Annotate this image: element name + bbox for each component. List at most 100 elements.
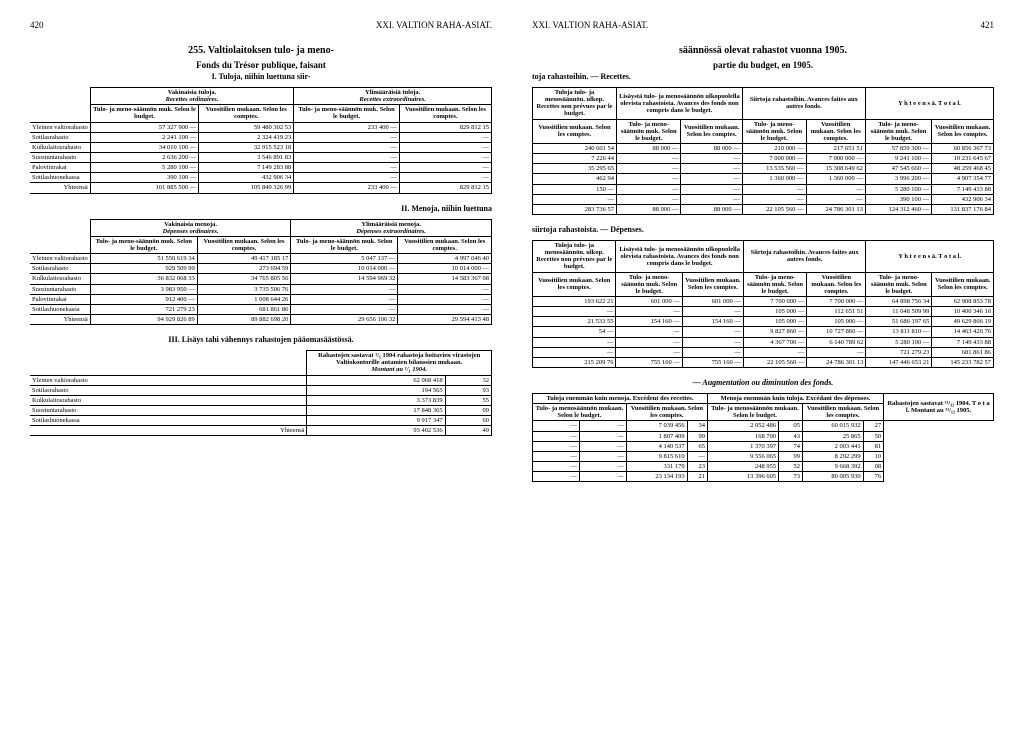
cell: 217 651 51 — [806, 143, 865, 153]
cell: 331 179 — [626, 461, 687, 471]
cell: 5 280 100 — — [865, 184, 931, 194]
total-cell: 233 400 — — [294, 183, 400, 193]
cell: — — [807, 347, 866, 357]
cell: — — [682, 307, 743, 317]
cell: 4 140 537 — [626, 441, 687, 451]
cell: Yleinen valtiorahasto — [30, 375, 307, 385]
cell: 11 048 509 99 — [866, 307, 932, 317]
cell: Kulkulaitosrahasto — [30, 142, 90, 152]
cell: 36 832 068 33 — [90, 274, 197, 284]
cell: — — [616, 337, 682, 347]
cell: 49 629 866 19 — [932, 317, 994, 327]
cell: 47 545 660 — — [865, 164, 931, 174]
page-number: 420 — [30, 20, 44, 30]
total-cell: 22 105 560 — — [742, 204, 806, 214]
cell: 432 906 34 — [932, 194, 994, 204]
cell: — — [743, 347, 806, 357]
cell: Kulkulaitosrahasto — [30, 274, 90, 284]
cell: 194 565 — [307, 385, 445, 395]
cell: Yleinen valtiorahasto — [30, 254, 90, 264]
cell: 721 279 23 — [866, 347, 932, 357]
cell: — — [681, 174, 742, 184]
cell: — — [291, 284, 398, 294]
cell: Suostuntarahasto — [30, 284, 90, 294]
table-expenses-right: Tuloja tulo- ja menosäännön. ulkop. Rece… — [532, 240, 994, 368]
total-cell: 755 160 — — [682, 357, 743, 367]
cell: 240 601 54 — [533, 143, 617, 153]
cell: 50 — [863, 431, 883, 441]
total-cell: 80 005 930 — [802, 472, 863, 482]
cell: Suostuntarahasto — [30, 405, 307, 415]
cell: 8 292 299 — [802, 451, 863, 461]
title: 255. Valtiolaitoksen tulo- ja meno- — [30, 45, 492, 56]
cell: 2 636 200 — — [90, 152, 198, 162]
cell: 10 231 645 67 — [932, 154, 994, 164]
cell: 88 000 — — [617, 143, 681, 153]
total-cell: 29 656 106 32 — [291, 314, 398, 324]
section3-title-right: — Augmentation ou diminution des fonds. — [532, 378, 994, 387]
cell: 15 308 649 62 — [806, 164, 865, 174]
total-cell: 145 233 782 57 — [932, 357, 994, 367]
cell: 10 727 860 — — [807, 327, 866, 337]
cell: — — [806, 194, 865, 204]
cell: — — [398, 294, 492, 304]
cell: 13 811 810 — — [866, 327, 932, 337]
cell: — — [294, 132, 400, 142]
total-cell: 29 594 413 48 — [398, 314, 492, 324]
cell: 390 100 — — [865, 194, 931, 204]
total-cell: Yhteensä — [30, 183, 90, 193]
cell: 2 241 100 — — [90, 132, 198, 142]
cell: 34 765 805 56 — [197, 274, 291, 284]
cell: — — [294, 163, 400, 173]
cell: 27 — [863, 421, 883, 431]
cell: 09 — [445, 405, 491, 415]
table-expenses: Vakinaisia menoja.Dépenses ordinaires. Y… — [30, 219, 492, 326]
cell: 9 556 065 — [707, 451, 778, 461]
cell: 1 370 397 — [707, 441, 778, 451]
cell: 2 052 486 — [707, 421, 778, 431]
cell: — — [533, 307, 616, 317]
cell: — — [533, 194, 617, 204]
cell: 57 859 300 — — [865, 143, 931, 153]
cell: 57 327 900 — — [90, 122, 198, 132]
cell: 7 226 44 — [533, 154, 617, 164]
cell: 81 — [863, 441, 883, 451]
cell: — — [617, 194, 681, 204]
cell: 62 068 418 — [307, 375, 445, 385]
cell: 233 400 — — [294, 122, 400, 132]
cell: — — [294, 142, 400, 152]
cell: 60 — [445, 416, 491, 426]
cell: 601 000 — — [682, 296, 743, 306]
cell: — — [617, 164, 681, 174]
cell: 35 295 65 — [533, 164, 617, 174]
cell: 23 — [687, 461, 707, 471]
cell: — — [399, 173, 491, 183]
cell: — — [742, 184, 806, 194]
cell: 65 — [687, 441, 707, 451]
cell: — — [579, 441, 626, 451]
cell: — — [533, 441, 580, 451]
cell: — — [399, 132, 491, 142]
cell: — — [533, 337, 616, 347]
cell: — — [742, 194, 806, 204]
cell: 7 700 000 — — [743, 296, 806, 306]
total-cell: 147 446 653 21 — [866, 357, 932, 367]
total-cell: 124 312 460 — — [865, 204, 931, 214]
cell: 51 550 619 34 — [90, 254, 197, 264]
cell: 4 907 354 77 — [932, 174, 994, 184]
cell: 13 535 560 — — [742, 164, 806, 174]
total-cell: 829 812 15 — [399, 183, 491, 193]
cell: — — [533, 431, 580, 441]
page-header: XXI. VALTION RAHA-ASIAT. 421 — [532, 20, 994, 30]
cell: 10 400 346 10 — [932, 307, 994, 317]
cell: — — [399, 163, 491, 173]
cell: 601 000 — — [616, 296, 682, 306]
cell: 7 149 433 88 — [932, 337, 994, 347]
cell: 10 014 000 — — [291, 264, 398, 274]
cell: 10 — [863, 451, 883, 461]
cell: Suostuntarahasto — [30, 152, 90, 162]
total-cell: 24 786 301 13 — [806, 204, 865, 214]
cell: — — [616, 307, 682, 317]
cell: 08 — [863, 461, 883, 471]
cell: 59 480 302 53 — [199, 122, 294, 132]
